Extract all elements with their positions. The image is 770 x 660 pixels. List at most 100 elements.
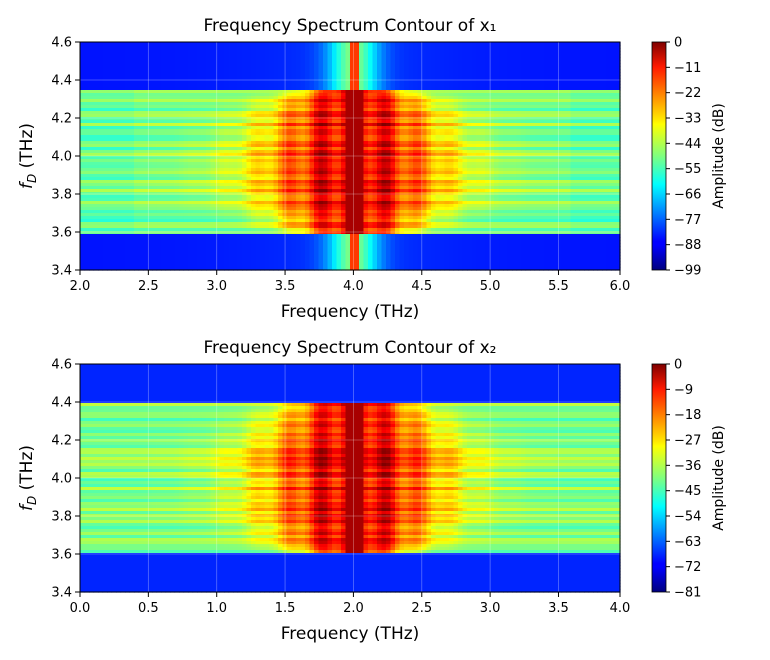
heatmap-cell — [206, 96, 212, 100]
heatmap-cell — [462, 63, 468, 67]
heatmap-cell — [188, 54, 194, 58]
heatmap-cell — [134, 66, 140, 70]
heatmap-cell — [543, 132, 549, 136]
heatmap-cell — [422, 60, 428, 64]
heatmap-cell — [84, 87, 90, 91]
heatmap-cell — [354, 96, 360, 100]
heatmap-cell — [584, 57, 590, 61]
heatmap-cell — [174, 87, 180, 91]
heatmap-cell — [192, 81, 198, 85]
heatmap-cell — [165, 150, 171, 154]
heatmap-cell — [152, 123, 158, 127]
heatmap-cell — [147, 153, 153, 157]
heatmap-cell — [615, 69, 621, 73]
heatmap-cell — [606, 54, 612, 58]
heatmap-cell — [557, 144, 563, 148]
heatmap-cell — [116, 120, 122, 124]
heatmap-cell — [125, 135, 131, 139]
heatmap-cell — [489, 162, 495, 166]
heatmap-cell — [246, 162, 252, 166]
heatmap-cell — [111, 63, 117, 67]
heatmap-cell — [584, 153, 590, 157]
heatmap-cell — [534, 57, 540, 61]
heatmap-cell — [449, 99, 455, 103]
heatmap-cell — [530, 135, 536, 139]
heatmap-cell — [431, 159, 437, 163]
heatmap-cell — [327, 42, 333, 46]
heatmap-cell — [134, 102, 140, 106]
heatmap-cell — [561, 108, 567, 112]
heatmap-cell — [197, 60, 203, 64]
heatmap-cell — [296, 162, 302, 166]
heatmap-cell — [260, 120, 266, 124]
heatmap-cell — [107, 57, 113, 61]
heatmap-cell — [80, 78, 86, 82]
heatmap-cell — [548, 60, 554, 64]
heatmap-cell — [543, 108, 549, 112]
heatmap-cell — [489, 57, 495, 61]
heatmap-cell — [125, 57, 131, 61]
heatmap-cell — [359, 114, 365, 118]
heatmap-cell — [417, 63, 423, 67]
heatmap-cell — [440, 90, 446, 94]
heatmap-cell — [93, 135, 99, 139]
heatmap-cell — [570, 102, 576, 106]
heatmap-cell — [323, 141, 329, 145]
heatmap-cell — [408, 120, 414, 124]
heatmap-cell — [269, 54, 275, 58]
heatmap-cell — [291, 102, 297, 106]
heatmap-cell — [210, 132, 216, 136]
heatmap-cell — [431, 57, 437, 61]
heatmap-cell — [143, 45, 149, 49]
heatmap-cell — [183, 90, 189, 94]
heatmap-cell — [228, 123, 234, 127]
heatmap-cell — [539, 117, 545, 121]
heatmap-cell — [129, 150, 135, 154]
heatmap-cell — [489, 105, 495, 109]
heatmap-cell — [584, 99, 590, 103]
heatmap-cell — [381, 102, 387, 106]
heatmap-cell — [444, 60, 450, 64]
heatmap-cell — [80, 114, 86, 118]
heatmap-cell — [228, 165, 234, 169]
heatmap-cell — [552, 45, 558, 49]
heatmap-cell — [174, 105, 180, 109]
heatmap-cell — [170, 81, 176, 85]
heatmap-cell — [458, 75, 464, 79]
heatmap-cell — [170, 129, 176, 133]
heatmap-cell — [282, 159, 288, 163]
heatmap-cell — [494, 96, 500, 100]
heatmap-cell — [588, 123, 594, 127]
heatmap-cell — [206, 93, 212, 97]
heatmap-cell — [489, 45, 495, 49]
heatmap-cell — [602, 75, 608, 79]
heatmap-cell — [192, 144, 198, 148]
heatmap-cell — [219, 123, 225, 127]
heatmap-cell — [453, 150, 459, 154]
heatmap-cell — [80, 162, 86, 166]
heatmap-cell — [345, 78, 351, 82]
heatmap-cell — [377, 54, 383, 58]
heatmap-cell — [219, 105, 225, 109]
heatmap-cell — [404, 51, 410, 55]
heatmap-cell — [147, 81, 153, 85]
heatmap-cell — [138, 72, 144, 76]
heatmap-cell — [246, 51, 252, 55]
heatmap-cell — [192, 93, 198, 97]
heatmap-cell — [179, 42, 185, 46]
heatmap-cell — [431, 87, 437, 91]
heatmap-cell — [188, 120, 194, 124]
heatmap-cell — [462, 147, 468, 151]
heatmap-cell — [111, 69, 117, 73]
heatmap-cell — [494, 108, 500, 112]
heatmap-cell — [588, 45, 594, 49]
heatmap-cell — [552, 135, 558, 139]
heatmap-cell — [543, 162, 549, 166]
heatmap-cell — [269, 126, 275, 130]
heatmap-cell — [98, 138, 104, 142]
heatmap-cell — [111, 141, 117, 145]
heatmap-cell — [512, 84, 518, 88]
heatmap-cell — [498, 123, 504, 127]
heatmap-cell — [323, 132, 329, 136]
heatmap-cell — [386, 81, 392, 85]
